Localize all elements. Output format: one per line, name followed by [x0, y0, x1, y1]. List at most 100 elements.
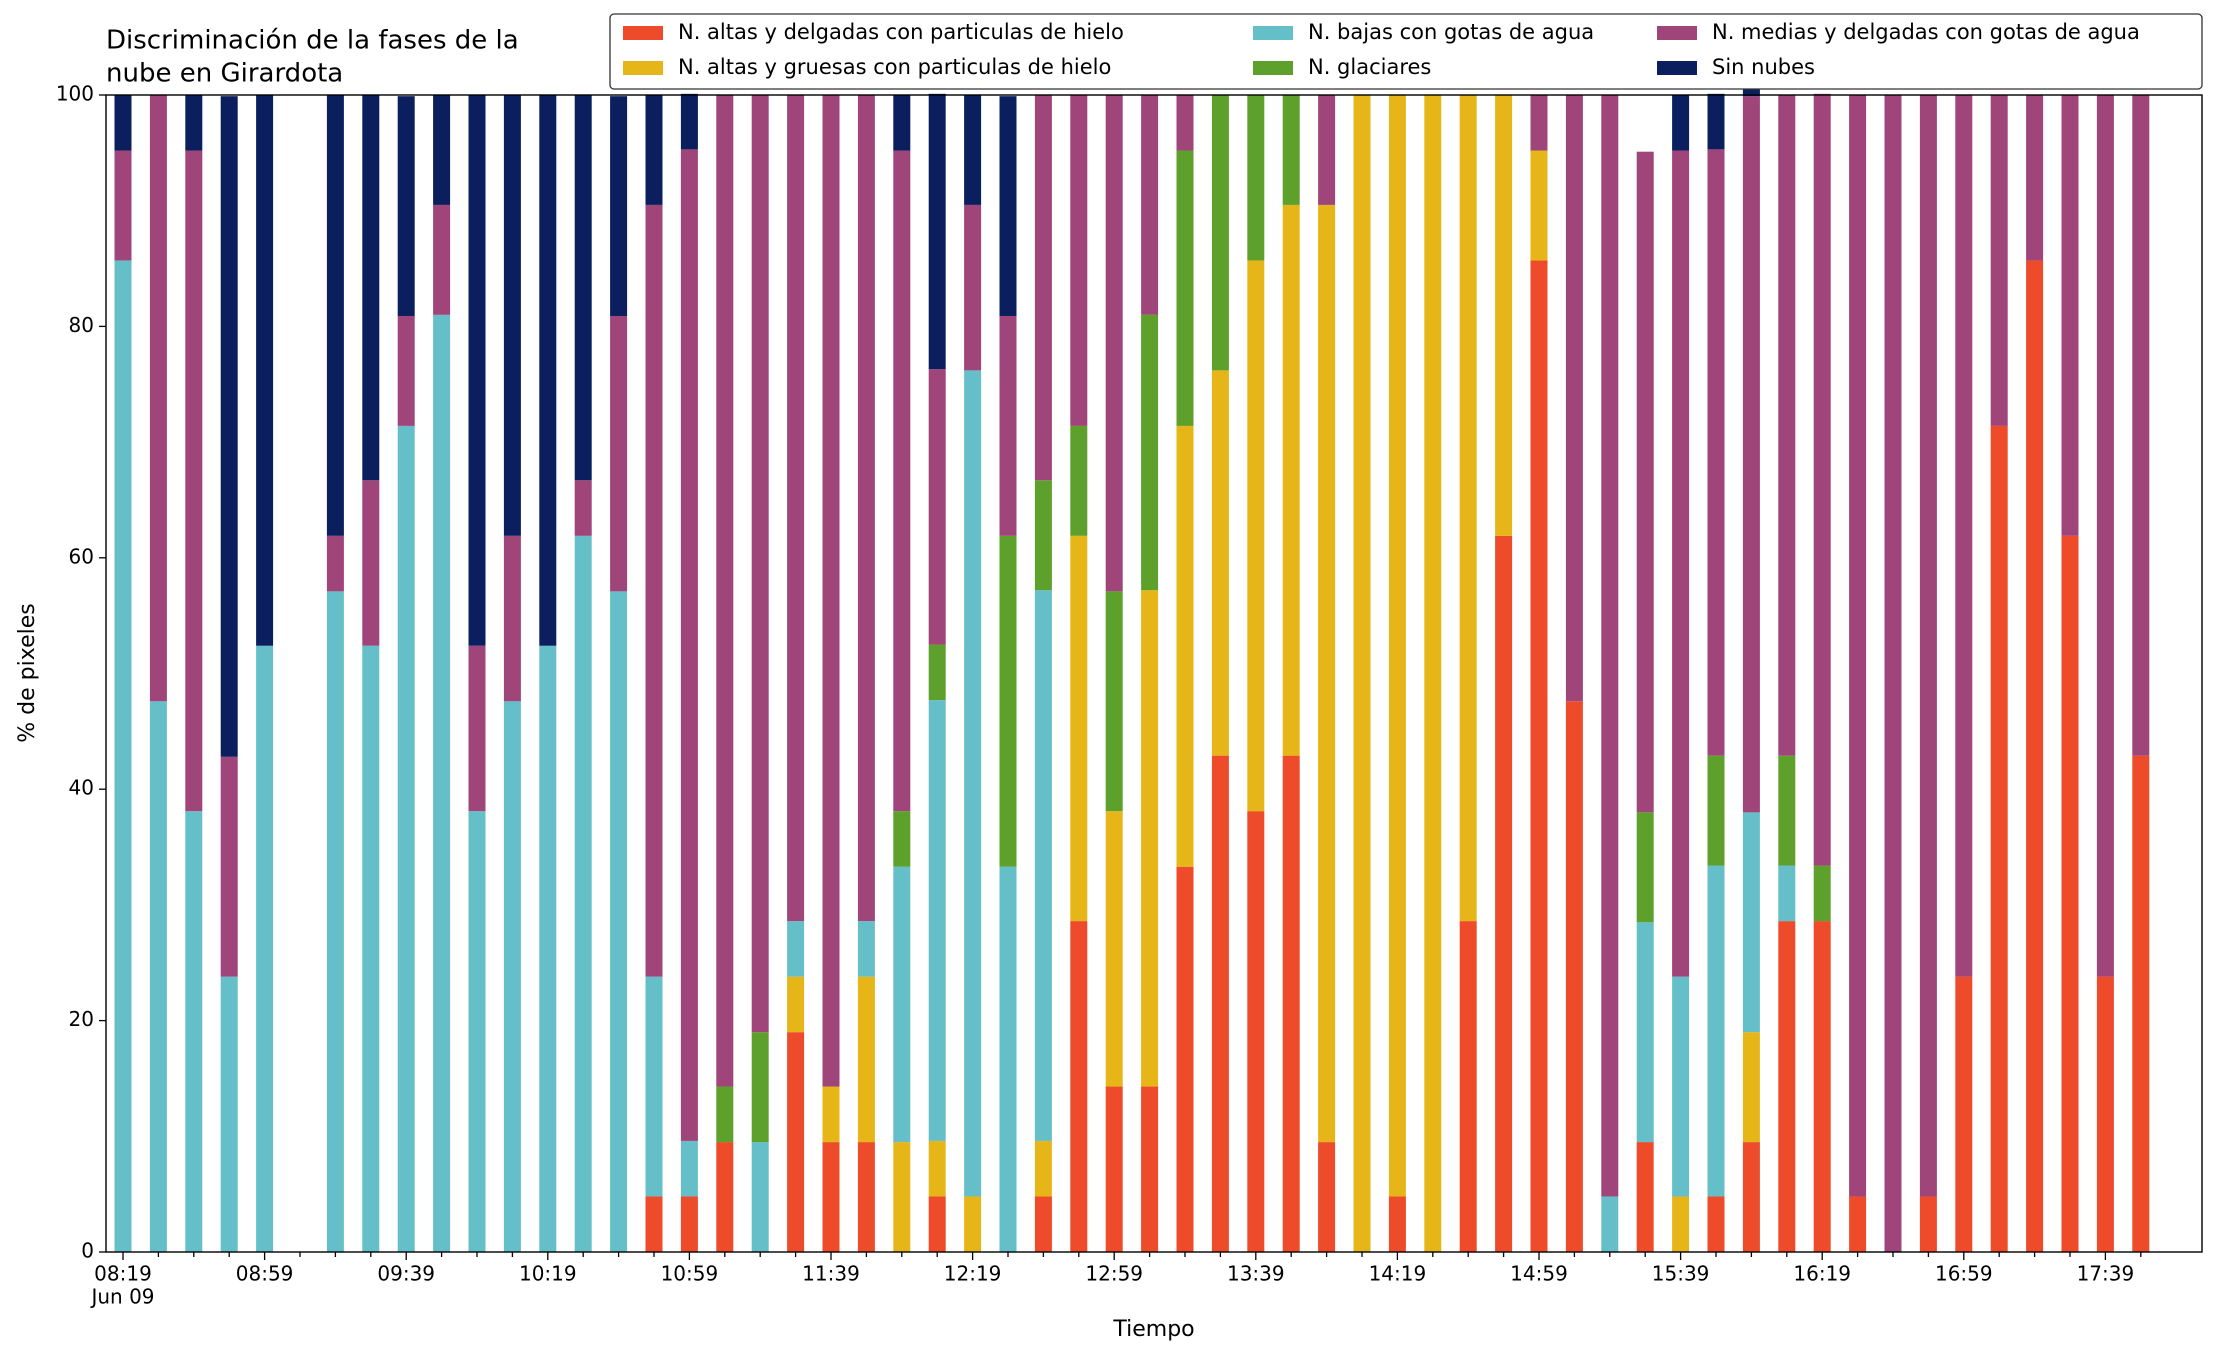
bar-segment [256, 95, 274, 646]
bar-segment [1742, 812, 1760, 1033]
bar-segment [2096, 976, 2114, 1252]
bar-segment [999, 315, 1017, 536]
bar-segment [610, 591, 628, 1252]
bar-segment [114, 150, 132, 261]
bar-segment [503, 701, 521, 1252]
legend-swatch [1657, 26, 1697, 40]
chart-title: Discriminación de la fases de la [106, 26, 519, 56]
bar-segment [751, 1142, 769, 1252]
bar-segment [1636, 812, 1654, 923]
bar-segment [787, 976, 805, 1033]
bar-segment [1990, 425, 2008, 1253]
bar-segment [964, 204, 982, 371]
bar-segment [1601, 95, 1619, 1197]
bar-segment [964, 370, 982, 1197]
bar-segment [1601, 1196, 1619, 1252]
y-tick-label: 0 [81, 1239, 94, 1263]
bar-segment [1636, 922, 1654, 1143]
bar-segment [1849, 95, 1867, 1197]
bar-segment [893, 1142, 911, 1252]
bar-segment [1105, 95, 1123, 592]
bar-segment [503, 535, 521, 702]
bar-segment [256, 645, 274, 1252]
bar-segment [2061, 535, 2079, 1252]
bar-segment [1707, 1196, 1725, 1252]
bar-segment [362, 95, 380, 481]
bar-segment [680, 149, 698, 1141]
x-tick-label: 16:59 [1935, 1262, 1993, 1286]
bar-segment [1707, 755, 1725, 866]
bar-segment [326, 535, 344, 592]
bar-segment [362, 645, 380, 1252]
bar-segment [1034, 590, 1052, 1141]
y-tick-label: 100 [56, 82, 94, 106]
bar-segment [1211, 95, 1229, 371]
x-tick-label: 17:39 [2077, 1262, 2135, 1286]
x-tick-label: 08:19 [94, 1262, 152, 1286]
legend-label: N. altas y gruesas con particulas de hie… [678, 55, 1111, 79]
bar-segment [185, 150, 203, 812]
bar-segment [397, 425, 415, 1253]
bar-segment [822, 1142, 840, 1252]
bar-segment [220, 756, 238, 977]
bar-segment [1353, 95, 1371, 1252]
legend-swatch [623, 26, 663, 40]
bar-segment [1742, 1142, 1760, 1252]
bar-segment [857, 921, 875, 977]
bar-segment [185, 95, 203, 151]
bar-segment [1105, 1086, 1123, 1252]
bar-segment [964, 1196, 982, 1252]
bar-segment [1778, 95, 1796, 756]
legend-swatch [623, 61, 663, 75]
bar-segment [1459, 95, 1477, 922]
bar-segment [1388, 95, 1406, 1197]
bar-segment [964, 95, 982, 205]
bar-segment [1282, 204, 1300, 756]
bar-segment [893, 811, 911, 867]
bar-segment [1424, 95, 1442, 1252]
chart-title: nube en Girardota [106, 59, 343, 89]
bar-segment [893, 95, 911, 151]
x-tick-label: 12:59 [1085, 1262, 1143, 1286]
bar-segment [433, 95, 451, 205]
x-tick-label: 15:39 [1652, 1262, 1710, 1286]
bar-segment [1141, 1086, 1159, 1252]
bar-segment [928, 369, 946, 645]
bar-segment [1707, 93, 1725, 150]
bar-segment [928, 644, 946, 701]
bar-segment [2096, 95, 2114, 977]
bar-segment [787, 1032, 805, 1252]
bar-segment [645, 95, 663, 205]
bar-segment [1388, 1196, 1406, 1252]
bar-segment [1672, 976, 1690, 1197]
bar-segment [468, 95, 486, 646]
legend-label: N. altas y delgadas con particulas de hi… [678, 20, 1124, 44]
y-tick-label: 20 [69, 1007, 94, 1031]
bar-segment [2132, 95, 2150, 756]
bar-segment [1565, 701, 1583, 1252]
y-tick-label: 80 [69, 313, 94, 337]
legend-swatch [1657, 61, 1697, 75]
bar-segment [1105, 591, 1123, 812]
bar-segment [928, 93, 946, 370]
bar-segment [822, 1086, 840, 1143]
bar-segment [1211, 755, 1229, 1252]
bar-segment [787, 921, 805, 977]
bar-segment [751, 95, 769, 1033]
x-tick-label: 09:39 [377, 1262, 435, 1286]
bar-segment [1459, 921, 1477, 1252]
bar-segment [1919, 1196, 1937, 1252]
bar-segment [645, 1196, 663, 1252]
bar-segment [114, 260, 132, 1252]
bar-segment [1849, 1196, 1867, 1252]
legend-label: N. bajas con gotas de agua [1308, 20, 1594, 44]
bar-segment [928, 1140, 946, 1197]
bar-segment [1070, 95, 1088, 426]
bar-segment [1707, 149, 1725, 756]
bar-segment [1672, 1196, 1690, 1252]
x-tick-label: 10:59 [661, 1262, 719, 1286]
bar-segment [893, 866, 911, 1143]
bar-segment [999, 535, 1017, 867]
bar-segment [397, 315, 415, 426]
bar-segment [397, 96, 415, 316]
